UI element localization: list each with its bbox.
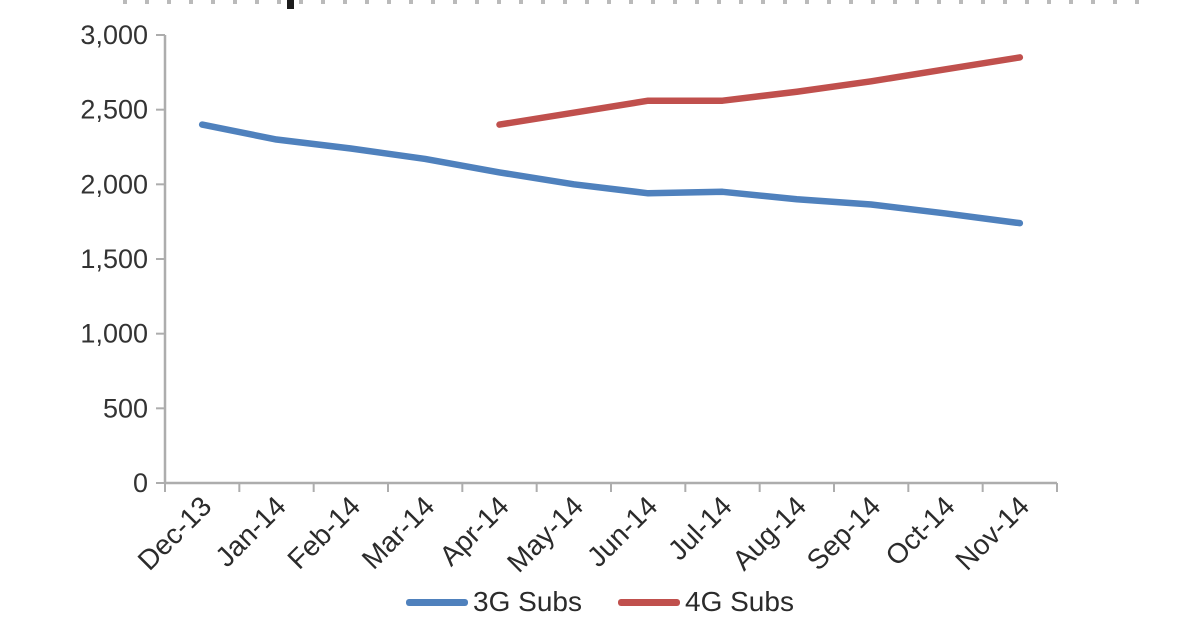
x-axis-tick-label: Aug-14 [726,490,812,576]
cropped-title-remnant [123,0,1145,9]
x-axis-tick-label: May-14 [501,490,589,578]
y-axis-tick-label: 2,500 [80,95,148,125]
x-axis-tick-label: Oct-14 [879,490,960,571]
x-axis-tick-label: Jan-14 [209,490,291,572]
legend-swatch-line [406,598,469,606]
x-axis-tick-label: Mar-14 [356,490,441,575]
y-axis-tick-label: 3,000 [80,20,148,50]
legend-swatch-line [618,598,680,606]
chart-legend: 3G Subs 4G Subs [0,582,1200,622]
legend-label: 3G Subs [473,586,582,617]
legend-item-4g-subs: 4G Subs [618,588,794,616]
cropped-title-descender [287,0,294,9]
x-axis-tick-label: Nov-14 [949,490,1035,576]
y-axis-tick-label: 0 [133,468,148,498]
y-axis-tick-label: 2,000 [80,169,148,199]
x-axis-tick-label: Sep-14 [801,490,887,576]
series-line-3g-subs [198,121,1024,227]
x-axis-tick-label: Jun-14 [581,490,663,572]
legend-label: 4G Subs [685,586,794,617]
x-axis-tick-label: Feb-14 [281,490,366,575]
x-axis-tick-label: Apr-14 [433,490,514,571]
series-line-4g-subs [496,54,1024,128]
y-axis-tick-label: 1,000 [80,319,148,349]
x-axis-tick-label: Dec-13 [132,490,218,576]
legend-item-3g-subs: 3G Subs [406,588,582,616]
y-axis-tick-label: 1,500 [80,244,148,274]
y-axis-tick-label: 500 [103,393,148,423]
